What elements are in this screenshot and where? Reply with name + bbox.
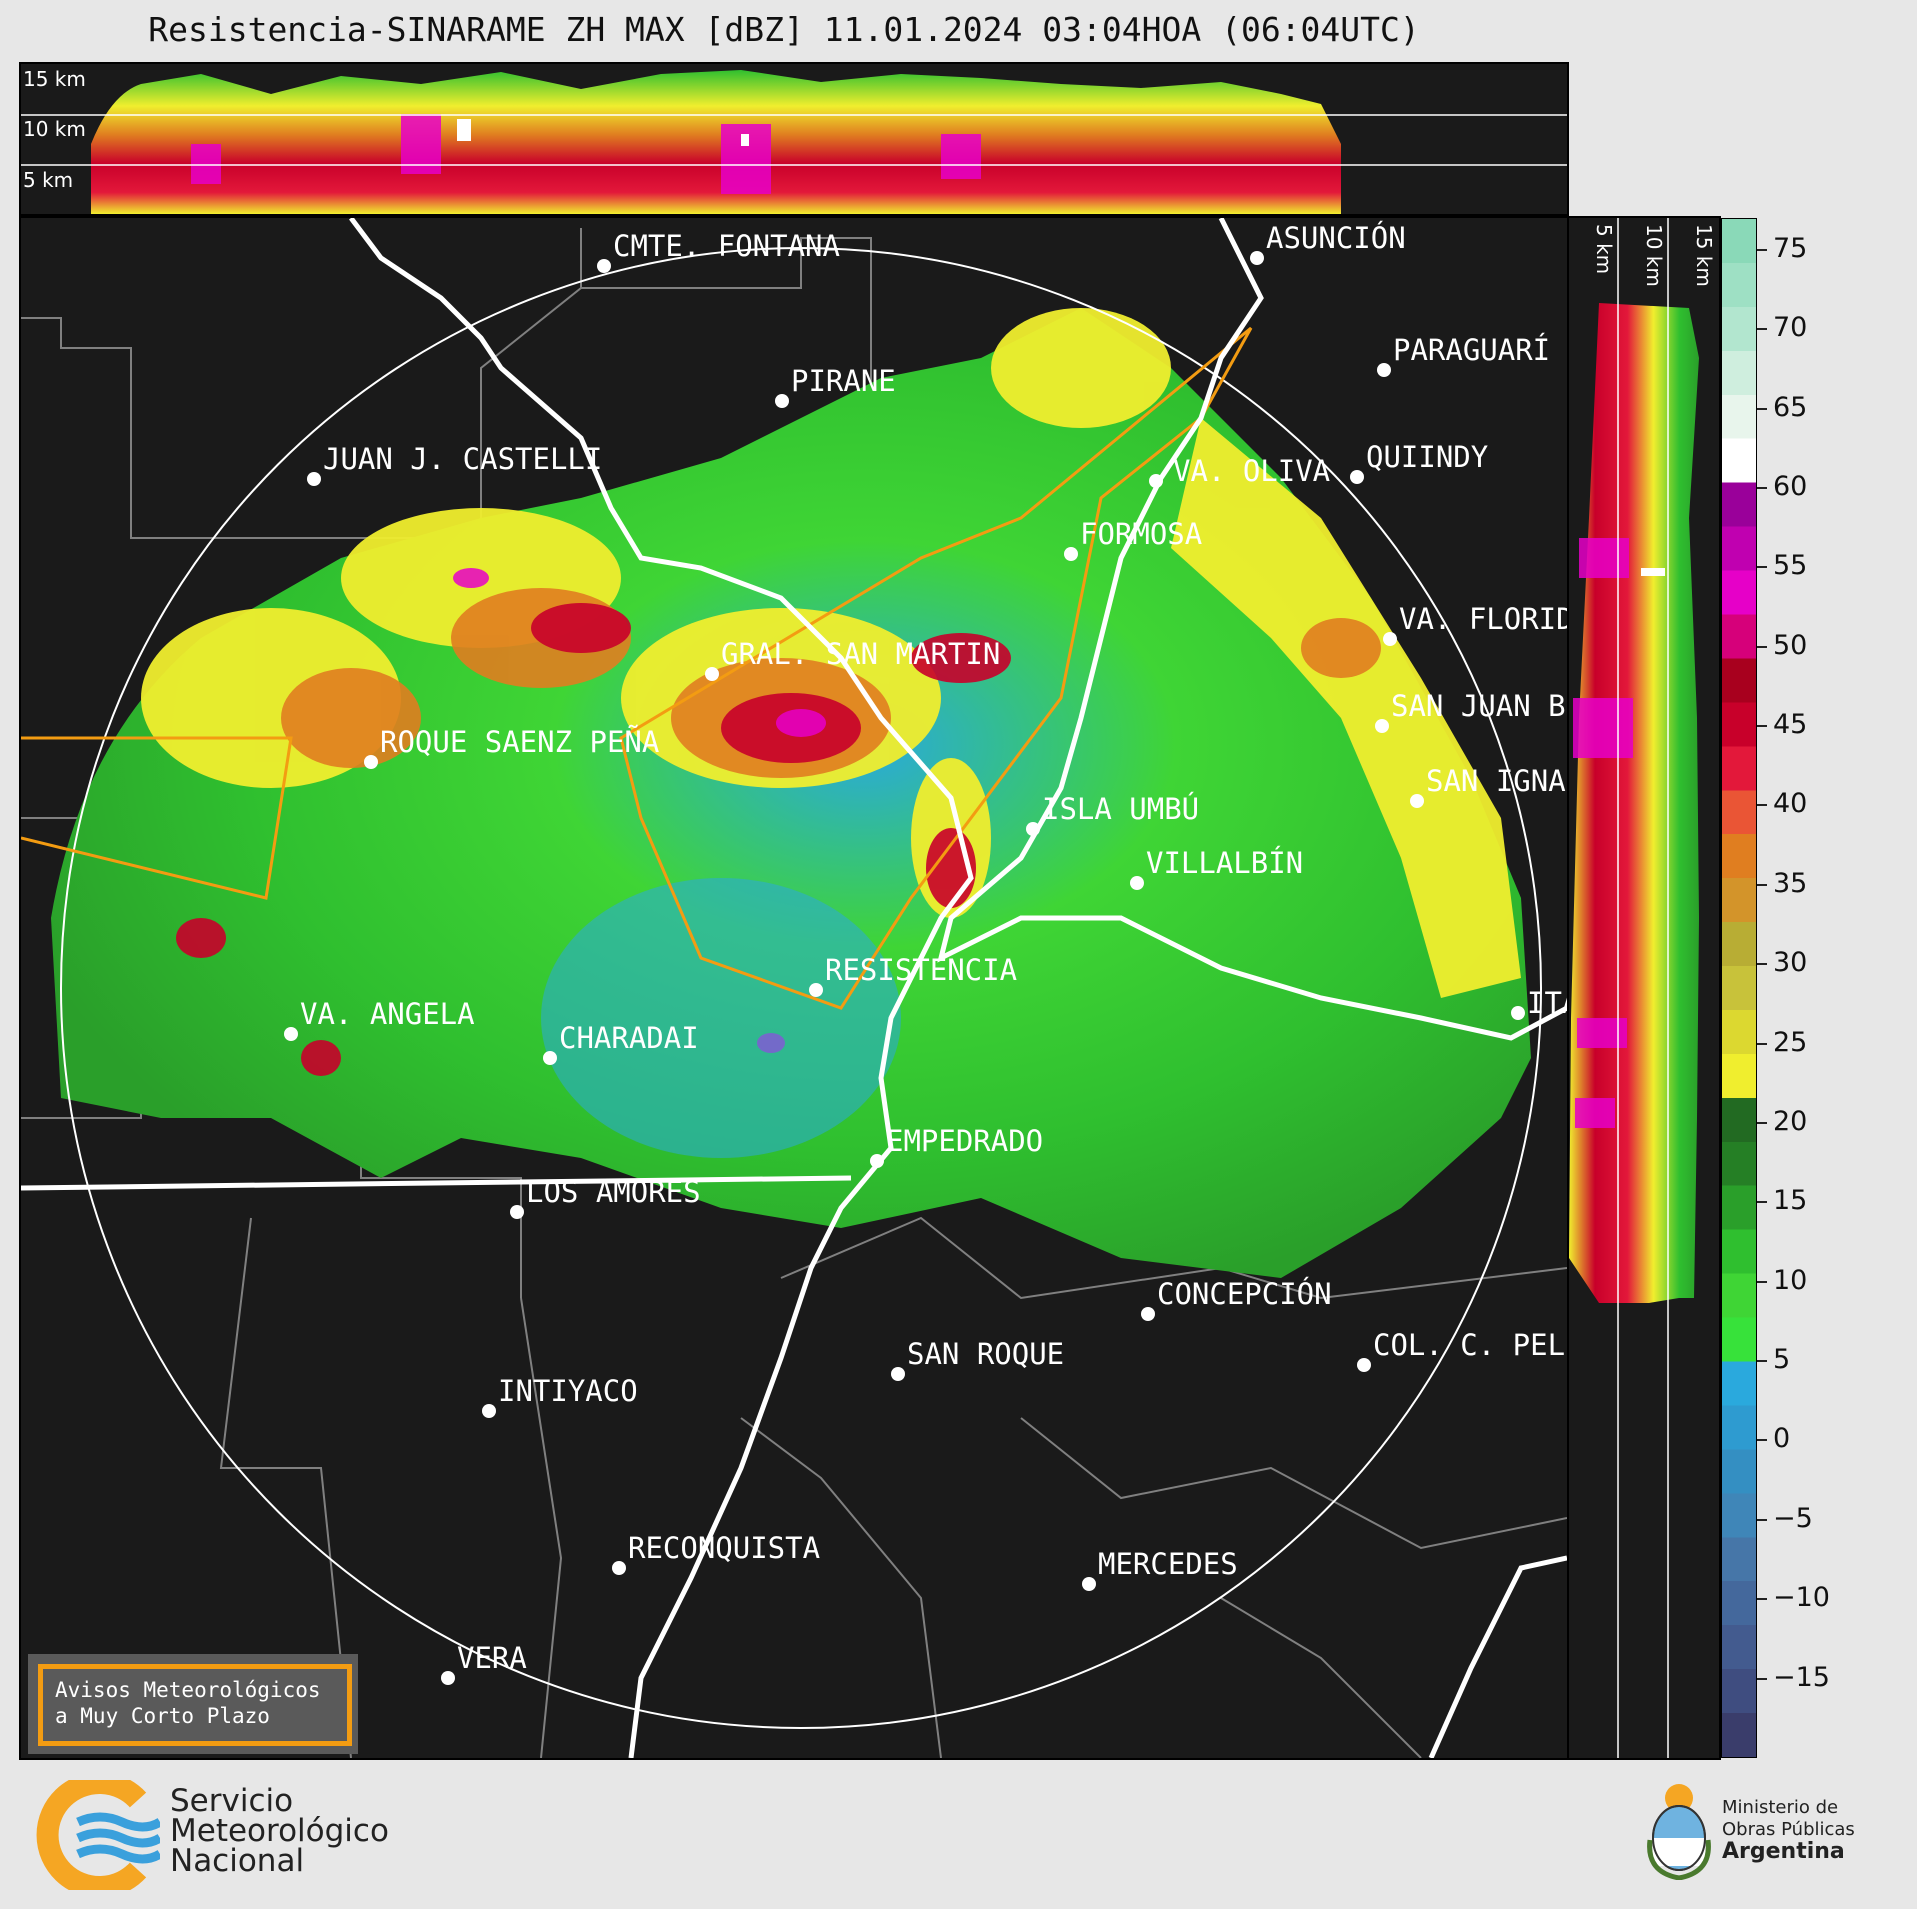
altitude-label-15km: 15 km — [1692, 224, 1716, 287]
range-ring — [60, 247, 1542, 1729]
colorbar-tick-label: −5 — [1773, 1502, 1813, 1534]
city-label: FORMOSA — [1080, 517, 1202, 551]
city-label: JUAN J. CASTELLI — [323, 442, 602, 476]
avisos-button[interactable]: Avisos Meteorológicos a Muy Corto Plazo — [28, 1654, 358, 1754]
colorbar-tick — [1757, 1677, 1767, 1680]
city-label: GRAL. SAN MARTIN — [721, 637, 1000, 671]
colorbar-tick-label: 70 — [1773, 312, 1808, 344]
colorbar-tick — [1757, 883, 1767, 886]
warning-polygons — [21, 326, 1253, 1010]
city-label: INTIYACO — [498, 1374, 638, 1408]
colorbar-tick-label: 65 — [1773, 391, 1808, 423]
avisos-text: Avisos Meteorológicos a Muy Corto Plazo — [55, 1677, 321, 1729]
colorbar-tick — [1757, 566, 1767, 569]
side-vertical-profile: 5 km 10 km 15 km — [1569, 216, 1721, 1760]
city-label: CONCEPCIÓN — [1157, 1277, 1332, 1311]
city-label: VA. OLIVA — [1173, 454, 1330, 488]
colorbar-tick — [1757, 1360, 1767, 1363]
colorbar-tick-label: −15 — [1773, 1661, 1830, 1693]
colorbar-tick — [1757, 1518, 1767, 1521]
colorbar-tick-label: −10 — [1773, 1582, 1830, 1614]
colorbar-tick — [1757, 486, 1767, 489]
city-label: SAN IGNACIO — [1426, 764, 1567, 798]
colorbar-tick — [1757, 804, 1767, 807]
colorbar-tick — [1757, 1201, 1767, 1204]
city-label: LOS AMORES — [526, 1175, 701, 1209]
colorbar-tick — [1757, 328, 1767, 331]
city-label: VA. ANGELA — [300, 997, 475, 1031]
city-label: CMTE. FONTANA — [613, 229, 840, 263]
colorbar-tick-label: 50 — [1773, 629, 1808, 661]
colorbar-tick — [1757, 1042, 1767, 1045]
colorbar-tick-label: 15 — [1773, 1185, 1808, 1217]
avisos-line2: a Muy Corto Plazo — [55, 1704, 270, 1728]
city-label: PIRANE — [791, 364, 896, 398]
smn-waves-icon — [76, 1812, 160, 1864]
ministerio-line2: Obras Públicas — [1722, 1819, 1855, 1840]
argentina-coat-of-arms-icon — [1642, 1780, 1716, 1880]
radar-echoes — [51, 308, 1531, 1278]
city-markers: CMTE. FONTANA ASUNCIÓN PIRANE PARAGUARÍ … — [284, 221, 1567, 1685]
smn-line3: Nacional — [170, 1843, 305, 1879]
city-label: SAN ROQUE — [907, 1337, 1064, 1371]
radar-map: CMTE. FONTANA ASUNCIÓN PIRANE PARAGUARÍ … — [19, 216, 1569, 1760]
colorbar-tick-label: 10 — [1773, 1264, 1808, 1296]
colorbar-tick — [1757, 1121, 1767, 1124]
colorbar-tick-label: 60 — [1773, 470, 1808, 502]
colorbar-tick-label: 75 — [1773, 232, 1808, 264]
colorbar-tick-label: 0 — [1773, 1423, 1791, 1455]
avisos-line1: Avisos Meteorológicos — [55, 1678, 321, 1702]
altitude-label-15km: 15 km — [23, 67, 86, 91]
chart-title: Resistencia-SINARAME ZH MAX [dBZ] 11.01.… — [148, 10, 1420, 49]
colorbar-tick — [1757, 645, 1767, 648]
city-label: CHARADAI — [559, 1021, 699, 1055]
colorbar-tick-label: 25 — [1773, 1026, 1808, 1058]
colorbar-tick-label: 45 — [1773, 709, 1808, 741]
altitude-label-10km: 10 km — [23, 117, 86, 141]
top-vertical-profile: 15 km 10 km 5 km — [19, 62, 1569, 216]
colorbar-tick-label: 30 — [1773, 947, 1808, 979]
city-label: PARAGUARÍ — [1393, 333, 1550, 367]
city-label: RECONQUISTA — [628, 1531, 820, 1565]
city-label: QUIINDY — [1366, 440, 1488, 474]
colorbar-tick — [1757, 1280, 1767, 1283]
smn-line2: Meteorológico — [170, 1813, 389, 1849]
city-label: SAN JUAN B. — [1391, 689, 1567, 723]
city-label: ITÁ — [1527, 986, 1567, 1020]
city-label: EMPEDRADO — [886, 1124, 1043, 1158]
city-label: ROQUE SAENZ PEÑA — [380, 725, 659, 759]
city-label: RESISTENCIA — [825, 953, 1017, 987]
altitude-label-5km: 5 km — [23, 168, 73, 192]
colorbar-tick-label: 20 — [1773, 1105, 1808, 1137]
colorbar-tick-label: 55 — [1773, 550, 1808, 582]
colorbar-tick — [1757, 248, 1767, 251]
city-label: ASUNCIÓN — [1266, 221, 1406, 255]
ministerio-line3: Argentina — [1722, 1839, 1845, 1864]
colorbar-tick — [1757, 407, 1767, 410]
city-label: VERA — [457, 1641, 527, 1675]
altitude-label-10km: 10 km — [1642, 224, 1666, 287]
smn-wordmark: Servicio Meteorológico Nacional — [170, 1783, 389, 1879]
colorbar-tick-label: 5 — [1773, 1344, 1791, 1376]
smn-logo — [30, 1780, 160, 1890]
colorbar-tick — [1757, 725, 1767, 728]
ministerio-line1: Ministerio de — [1722, 1797, 1839, 1818]
avisos-frame: Avisos Meteorológicos a Muy Corto Plazo — [38, 1664, 352, 1746]
colorbar-tick — [1757, 1598, 1767, 1601]
smn-sun-arc-icon — [36, 1780, 147, 1890]
city-label: VA. FLORIDA — [1399, 602, 1567, 636]
city-label: MERCEDES — [1098, 1547, 1238, 1581]
colorbar-tick-label: 40 — [1773, 788, 1808, 820]
ministerio-wordmark: Ministerio de Obras Públicas Argentina — [1722, 1797, 1855, 1863]
city-label: VILLALBÍN — [1146, 846, 1303, 880]
altitude-label-5km: 5 km — [1592, 224, 1616, 274]
smn-line1: Servicio — [170, 1783, 294, 1819]
colorbar-tick — [1757, 1439, 1767, 1442]
city-label: COL. C. PELLEGRINI — [1373, 1328, 1567, 1362]
rivers — [21, 218, 1567, 1758]
colorbar — [1721, 218, 1757, 1758]
colorbar-tick-label: 35 — [1773, 867, 1808, 899]
city-label: ISLA UMBÚ — [1042, 792, 1199, 826]
colorbar-tick — [1757, 963, 1767, 966]
